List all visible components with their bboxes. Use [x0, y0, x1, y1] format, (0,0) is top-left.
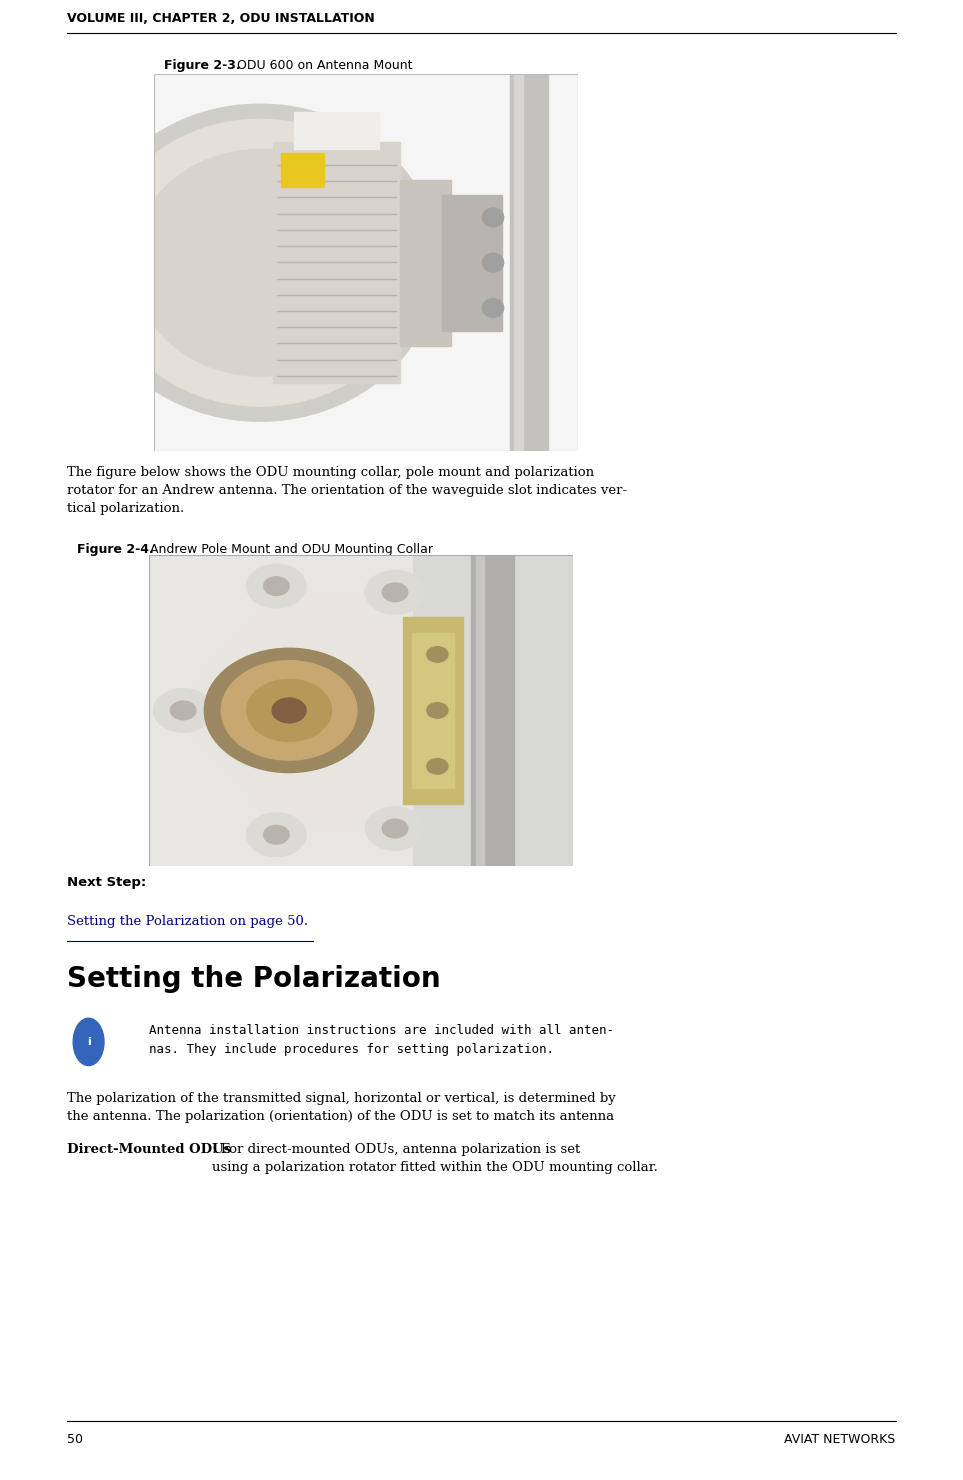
Circle shape — [482, 253, 504, 272]
Text: The figure below shows the ODU mounting collar, pole mount and polarization
rota: The figure below shows the ODU mounting … — [67, 466, 628, 515]
Text: AVIAT NETWORKS: AVIAT NETWORKS — [784, 1433, 896, 1446]
Bar — [273, 142, 400, 383]
Text: Setting the Polarization: Setting the Polarization — [67, 965, 441, 993]
Circle shape — [382, 820, 407, 838]
Circle shape — [221, 660, 357, 761]
Circle shape — [264, 826, 289, 844]
Circle shape — [482, 209, 504, 226]
Bar — [510, 74, 548, 451]
Bar — [471, 555, 513, 866]
Text: VOLUME III, CHAPTER 2, ODU INSTALLATION: VOLUME III, CHAPTER 2, ODU INSTALLATION — [67, 12, 376, 25]
Bar — [403, 617, 463, 804]
Circle shape — [73, 1018, 104, 1066]
Text: The polarization of the transmitted signal, horizontal or vertical, is determine: The polarization of the transmitted sign… — [67, 1092, 616, 1123]
Bar — [294, 111, 378, 149]
Circle shape — [247, 564, 306, 608]
Text: Direct-Mounted ODUs: Direct-Mounted ODUs — [67, 1143, 231, 1156]
Text: i: i — [87, 1037, 91, 1046]
Circle shape — [427, 759, 448, 774]
Bar — [400, 179, 451, 346]
Circle shape — [273, 699, 306, 722]
Text: Figure 2-3.: Figure 2-3. — [164, 59, 241, 73]
Bar — [281, 154, 324, 186]
Circle shape — [382, 583, 407, 601]
Circle shape — [153, 688, 213, 733]
Circle shape — [365, 807, 425, 850]
Circle shape — [264, 577, 289, 595]
Text: Andrew Pole Mount and ODU Mounting Collar: Andrew Pole Mount and ODU Mounting Colla… — [146, 543, 433, 556]
Text: ODU 600 on Antenna Mount: ODU 600 on Antenna Mount — [233, 59, 412, 73]
Circle shape — [133, 149, 387, 376]
Text: Figure 2-4.: Figure 2-4. — [77, 543, 154, 556]
Bar — [514, 74, 523, 451]
Bar — [476, 555, 484, 866]
Circle shape — [365, 570, 425, 614]
Circle shape — [204, 648, 374, 773]
Bar — [412, 633, 455, 787]
Circle shape — [170, 702, 195, 719]
Bar — [149, 555, 412, 866]
Polygon shape — [167, 592, 403, 829]
Bar — [442, 195, 502, 330]
Text: Antenna installation instructions are included with all anten-
nas. They include: Antenna installation instructions are in… — [149, 1024, 614, 1057]
Circle shape — [99, 120, 421, 406]
Text: Setting the Polarization on page 50.: Setting the Polarization on page 50. — [67, 915, 308, 928]
Text: : For direct-mounted ODUs, antenna polarization is set
using a polarization rota: : For direct-mounted ODUs, antenna polar… — [212, 1143, 658, 1174]
Text: Next Step:: Next Step: — [67, 876, 146, 889]
Text: 50: 50 — [67, 1433, 84, 1446]
Circle shape — [82, 104, 438, 422]
Circle shape — [427, 703, 448, 718]
Circle shape — [427, 647, 448, 662]
Circle shape — [247, 679, 331, 741]
Circle shape — [247, 813, 306, 857]
Circle shape — [482, 299, 504, 317]
